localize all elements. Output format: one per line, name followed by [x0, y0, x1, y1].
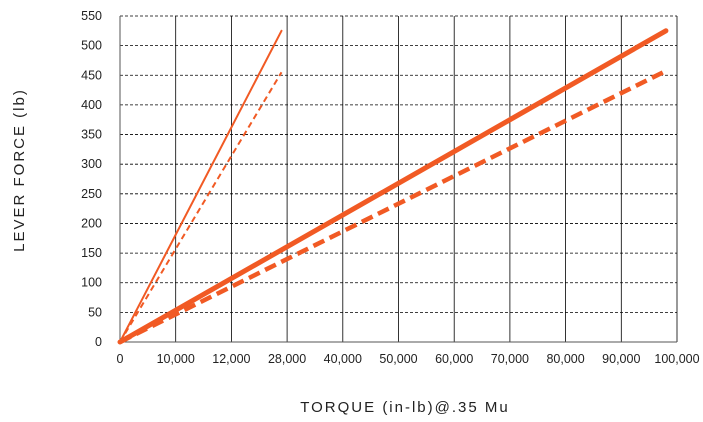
series-line-3: [117, 28, 669, 345]
y-tick-label: 100: [81, 276, 102, 290]
y-tick-label: 400: [81, 98, 102, 112]
x-tick-labels: 0 10,000 12,000 28,000 40,000 50,000 60,000 70,…: [117, 352, 700, 366]
y-tick-label: 250: [81, 187, 102, 201]
y-tick-label: 50: [88, 305, 102, 319]
y-tick-label: 0: [95, 335, 102, 349]
x-tick-label: 100,000: [654, 352, 699, 366]
x-tick-label: 12,000: [212, 352, 250, 366]
y-tick-label: 150: [81, 246, 102, 260]
series-line-2: [119, 71, 283, 343]
y-tick-label: 550: [81, 9, 102, 23]
grid: [119, 15, 678, 343]
y-tick-label: 450: [81, 68, 102, 82]
x-tick-label: 90,000: [602, 352, 640, 366]
y-tick-label: 300: [81, 157, 102, 171]
x-tick-label: 50,000: [379, 352, 417, 366]
x-tick-label: 10,000: [157, 352, 195, 366]
x-tick-label: 40,000: [324, 352, 362, 366]
x-tick-label: 80,000: [546, 352, 584, 366]
series-lines: [117, 28, 669, 345]
x-tick-label: 60,000: [435, 352, 473, 366]
y-tick-labels: 0 50 100 150 200 250 300 350 400 450 500 550: [81, 9, 102, 349]
x-tick-label: 28,000: [268, 352, 306, 366]
series-line-1: [119, 29, 283, 343]
x-tick-label: 70,000: [491, 352, 529, 366]
y-tick-label: 500: [81, 39, 102, 53]
y-axis-title: LEVER FORCE (lb): [11, 88, 28, 252]
x-tick-label: 0: [117, 352, 124, 366]
x-axis-title: TORQUE (in-lb)@.35 Mu: [300, 399, 509, 416]
y-tick-label: 200: [81, 216, 102, 230]
series-line-4: [118, 70, 665, 345]
y-tick-label: 350: [81, 128, 102, 142]
